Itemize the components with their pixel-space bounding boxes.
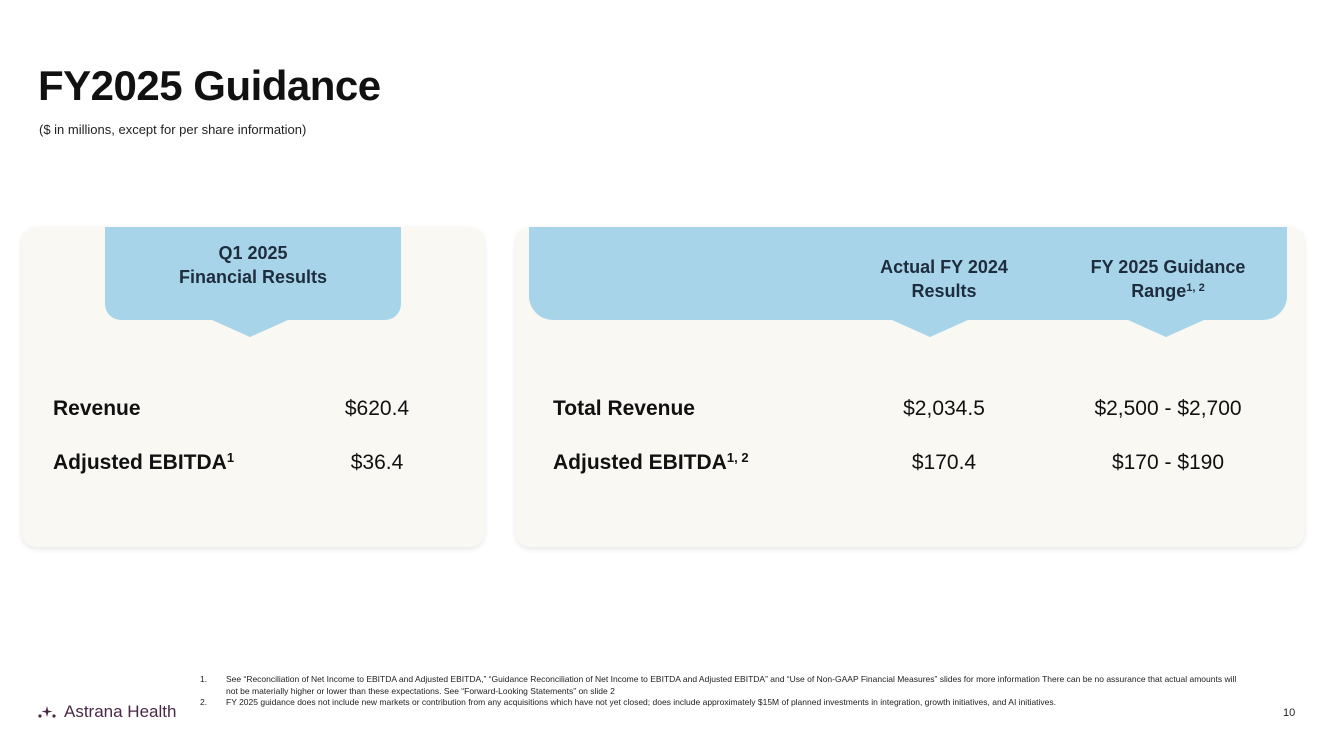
q1-header-line1: Q1 2025 [218,243,288,263]
footnote-ref: 1, 2 [1186,281,1205,294]
fy-row-revenue-actual: $2,034.5 [903,397,985,420]
fy-row-revenue-guidance: $2,500 - $2,700 [1094,397,1242,420]
page-title: FY2025 Guidance [38,62,381,109]
logo-mark-icon [38,706,56,718]
q1-header: Q1 2025 Financial Results [105,241,401,289]
q1-header-line2: Financial Results [178,267,328,287]
actual-fy2024-header: Actual FY 2024 Results [834,255,1054,303]
fy-row-ebitda-guidance: $170 - $190 [1111,451,1225,474]
guidance-header-line1: FY 2025 Guidance [1090,257,1246,277]
q1-row-revenue-label: Revenue [53,397,141,420]
q1-header-pointer [212,320,288,337]
footnote-text: FY 2025 guidance does not include new ma… [226,697,1057,707]
page-subtitle: ($ in millions, except for per share inf… [39,122,307,137]
fy-row-revenue-label: Total Revenue [553,397,695,420]
q1-results-card: Q1 2025 Financial Results Revenue $620.4… [22,227,484,547]
q1-row-ebitda-label: Adjusted EBITDA1 [53,449,235,474]
actual-header-line2: Results [911,281,977,301]
footnote-ref: 1, 2 [726,449,749,465]
fy-header-band [529,227,1287,320]
page-number: 10 [1283,707,1296,719]
footnote-1: 1. See “Reconciliation of Net Income to … [200,674,1250,697]
footnotes: 1. See “Reconciliation of Net Income to … [200,674,1250,709]
q1-row-ebitda-value: $36.4 [350,451,404,474]
footnote-ref: 1 [226,449,235,465]
footnote-text: See “Reconciliation of Net Income to EBI… [226,674,1237,696]
actual-header-line1: Actual FY 2024 [880,257,1008,277]
guidance-header-line2: Range1, 2 [1131,281,1205,301]
footnote-number: 1. [200,674,208,684]
q1-row-revenue-value: $620.4 [344,397,410,420]
fy-row-ebitda-label: Adjusted EBITDA1, 2 [553,449,749,474]
footnote-number: 2. [200,697,208,707]
fy2025-guidance-header: FY 2025 Guidance Range1, 2 [1053,255,1283,303]
company-logo: Astrana Health [38,702,176,722]
fy-row-ebitda-actual: $170.4 [911,451,977,474]
logo-text: Astrana Health [64,702,177,721]
footnote-2: 2. FY 2025 guidance does not include new… [200,697,1250,709]
fy-guidance-card: Actual FY 2024 Results FY 2025 Guidance … [516,227,1304,547]
q1-header-tab [105,227,401,320]
actual-header-pointer [892,320,968,337]
guidance-header-pointer [1128,320,1204,337]
